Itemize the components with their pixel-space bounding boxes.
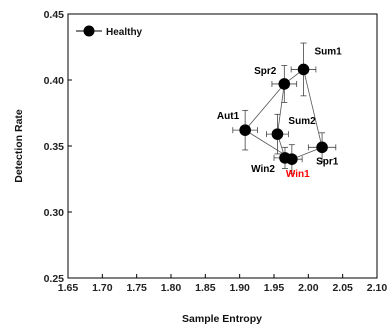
connection-line — [277, 83, 285, 135]
x-tick-label: 1.80 — [161, 282, 182, 294]
x-tick-label: 1.85 — [195, 282, 216, 294]
axis-ticks: 1.65 1.70 1.75 1.80 1.85 1.90 1.95 2.00 2.05 2.10… — [44, 9, 388, 294]
y-tick-label: 0.30 — [44, 207, 65, 219]
data-point — [271, 128, 284, 140]
y-axis-label: Detection Rate — [13, 109, 25, 183]
data-point — [239, 124, 251, 136]
connection-line — [244, 83, 285, 131]
point-labels: Sum1 Spr2 Aut1 Sum2 Spr1 Win2 Win1 — [217, 46, 342, 180]
x-tick-label: 1.75 — [126, 282, 147, 294]
point-label: Win2 — [251, 164, 275, 175]
connection-line — [303, 69, 323, 148]
legend: Healthy — [76, 25, 143, 38]
point-label: Spr1 — [316, 156, 339, 167]
x-tick-label: 2.00 — [298, 282, 319, 294]
data-points — [239, 63, 328, 165]
x-axis-label: Sample Entropy — [182, 313, 262, 325]
error-bars — [232, 42, 337, 175]
y-tick-label: 0.40 — [44, 75, 65, 87]
data-point — [297, 63, 310, 76]
point-label: Sum2 — [288, 116, 316, 127]
y-tick-label: 0.45 — [44, 9, 65, 21]
legend-label: Healthy — [106, 27, 143, 38]
point-label: Aut1 — [217, 111, 240, 122]
x-tick-label: 1.95 — [264, 282, 285, 294]
legend-marker — [83, 25, 95, 37]
data-point — [316, 141, 328, 154]
point-label: Spr2 — [254, 66, 277, 77]
point-label: Sum1 — [315, 46, 343, 57]
y-tick-label: 0.25 — [44, 273, 65, 285]
x-tick-label: 1.70 — [92, 282, 113, 294]
x-tick-label: 1.65 — [58, 282, 79, 294]
y-tick-label: 0.35 — [44, 141, 65, 153]
data-point — [286, 153, 298, 165]
point-label: Win1 — [286, 169, 310, 180]
x-tick-label: 2.10 — [367, 282, 388, 294]
data-point — [278, 78, 291, 90]
x-tick-label: 2.05 — [332, 282, 353, 294]
x-tick-label: 1.90 — [229, 282, 250, 294]
